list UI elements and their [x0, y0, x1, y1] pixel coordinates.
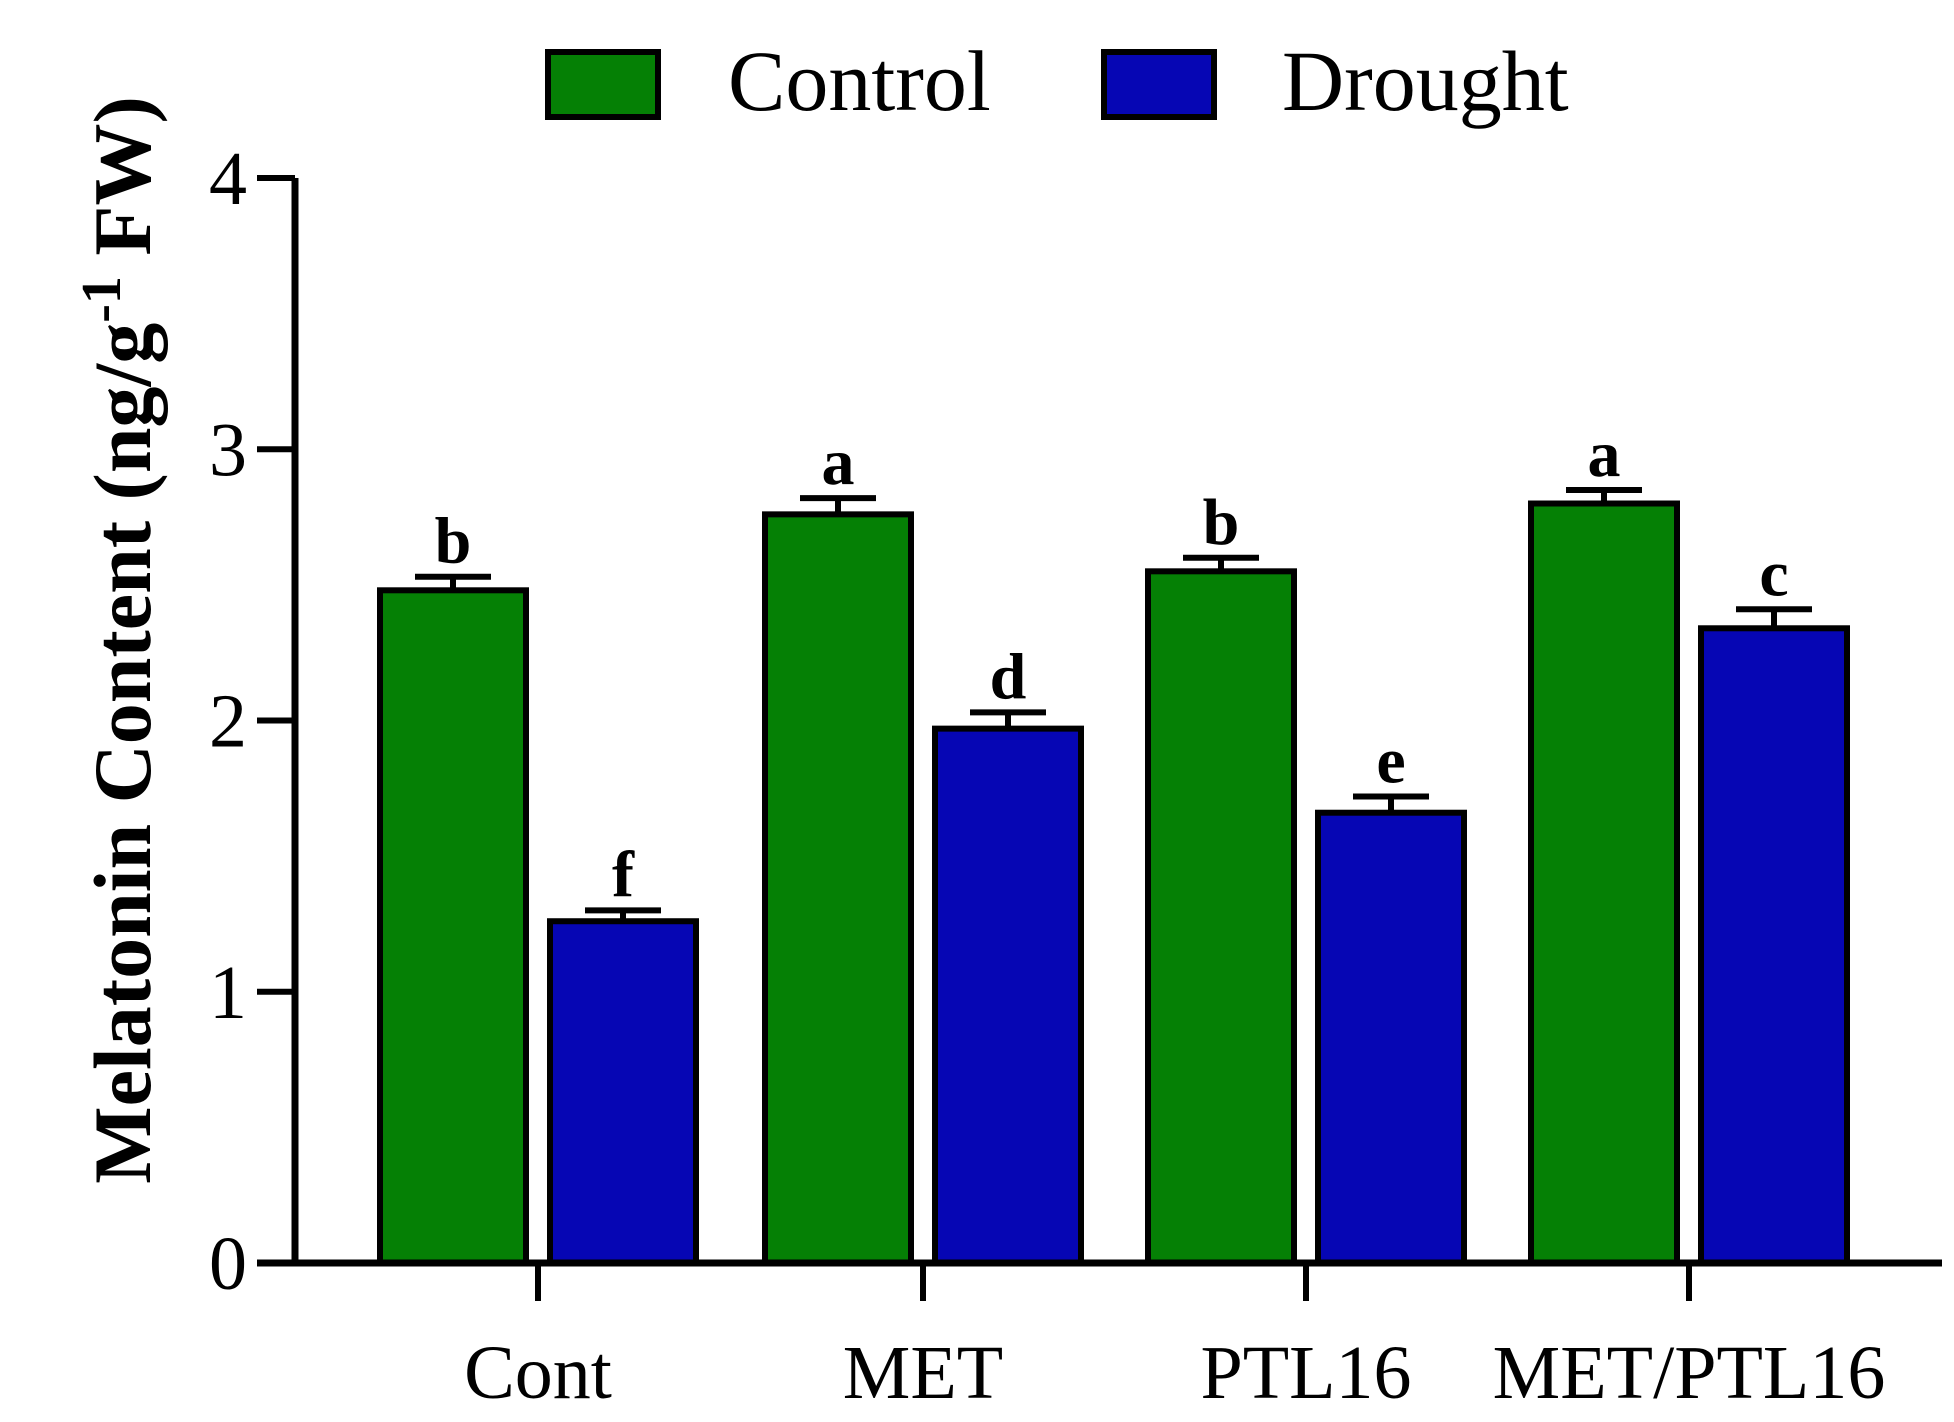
y-axis-label: Melatonin Content (ng/g-1 FW) — [71, 96, 168, 1184]
y-tick-label-0: 0 — [209, 1222, 247, 1306]
bar-control-1 — [762, 511, 914, 1266]
y-tick-label-1: 1 — [209, 951, 247, 1035]
x-tick-label-3: MET/PTL16 — [1493, 1331, 1886, 1415]
significance-label-drought-1: d — [990, 640, 1027, 713]
y-tick-label-3: 3 — [209, 408, 247, 492]
significance-label-control-3: a — [1588, 418, 1621, 491]
plot-area: b f Cont a d MET b e PTL16 a c MET/PTL16 0 1 2 3 4 — [209, 137, 1942, 1415]
x-tick-label-2: PTL16 — [1200, 1331, 1411, 1415]
significance-label-drought-2: e — [1376, 724, 1405, 797]
legend-label-control: Control — [728, 33, 991, 129]
bar-control-3 — [1528, 500, 1680, 1266]
bar-drought-1 — [932, 725, 1084, 1266]
bar-drought-2 — [1315, 809, 1467, 1266]
bar-drought-3 — [1698, 625, 1850, 1266]
bar-drought-0 — [547, 918, 699, 1266]
x-tick-label-1: MET — [843, 1331, 1003, 1415]
x-tick-label-0: Cont — [464, 1331, 612, 1415]
significance-label-control-1: a — [822, 426, 855, 499]
significance-label-control-0: b — [435, 505, 472, 578]
y-tick-label-2: 2 — [209, 680, 247, 764]
significance-label-drought-0: f — [612, 838, 635, 911]
bar-control-0 — [377, 587, 529, 1266]
bar-control-2 — [1145, 568, 1297, 1266]
legend: Control Drought — [545, 33, 1569, 129]
legend-label-drought: Drought — [1282, 33, 1569, 129]
significance-label-drought-3: c — [1759, 537, 1788, 610]
significance-label-control-2: b — [1203, 486, 1240, 559]
legend-swatch-control — [545, 49, 661, 120]
y-tick-label-4: 4 — [209, 137, 247, 221]
legend-swatch-drought — [1101, 49, 1217, 120]
